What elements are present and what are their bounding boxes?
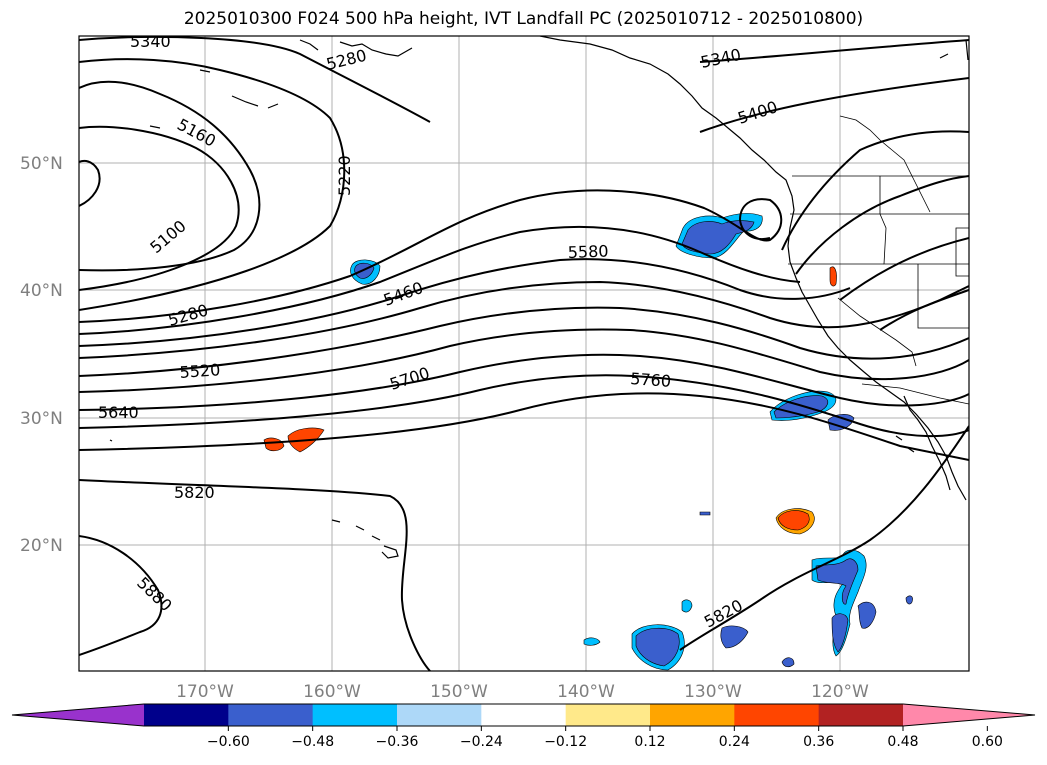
graticule xyxy=(79,36,969,671)
colorbar-swatch xyxy=(565,704,651,726)
lat-label: 50°N xyxy=(20,154,63,174)
lat-label: 20°N xyxy=(20,536,63,556)
contour-label: 5580 xyxy=(567,242,608,262)
contour-label: 5760 xyxy=(630,369,672,391)
colorbar-tick-label: −0.12 xyxy=(544,734,587,750)
lat-label: 40°N xyxy=(20,281,63,301)
colorbar-tick-label: 0.24 xyxy=(719,734,750,750)
colorbar-extension-high xyxy=(903,704,1035,726)
lon-label: 150°W xyxy=(430,682,488,702)
map-frame xyxy=(78,35,970,672)
colorbar-tick-label: −0.48 xyxy=(291,734,334,750)
height-contours xyxy=(79,36,969,671)
colorbar-swatch xyxy=(734,704,820,726)
colorbar-tick-label: −0.60 xyxy=(207,734,250,750)
colorbar-swatch xyxy=(144,704,229,726)
lat-label: 30°N xyxy=(20,409,63,429)
colorbar-tick-label: 0.60 xyxy=(972,734,1003,750)
contour-label: 5820 xyxy=(174,483,215,502)
colorbar-extension-low xyxy=(12,704,144,726)
colorbar-tick-label: −0.36 xyxy=(376,734,419,750)
colorbar-swatch xyxy=(312,704,398,726)
colorbar-swatch xyxy=(818,704,904,726)
lon-label: 120°W xyxy=(811,682,869,702)
contour-label: 5520 xyxy=(179,360,221,382)
lon-label: 160°W xyxy=(303,682,361,702)
colorbar-tick-label: 0.48 xyxy=(887,734,918,750)
contour-label: 5640 xyxy=(98,403,139,422)
colorbar-tick-label: 0.36 xyxy=(803,734,834,750)
lon-label: 130°W xyxy=(684,682,742,702)
colorbar: −0.60 −0.48 −0.36 −0.24 −0.12 0.12 0.24 0.36 0.4… xyxy=(11,703,1036,750)
political-borders xyxy=(788,115,969,405)
colorbar-tick-label: 0.12 xyxy=(634,734,665,750)
colorbar-tick-label: −0.24 xyxy=(460,734,503,750)
colorbar-swatch xyxy=(650,704,735,726)
colorbar-outline xyxy=(11,703,1036,727)
lon-label: 170°W xyxy=(176,682,234,702)
contour-label: 5220 xyxy=(335,155,354,196)
colorbar-swatch xyxy=(228,704,314,726)
lon-label: 140°W xyxy=(557,682,615,702)
latitude-labels: 50°N 40°N 30°N 20°N xyxy=(20,154,63,556)
colorbar-swatch xyxy=(397,704,482,726)
colorbar-swatch xyxy=(481,704,567,726)
longitude-labels: 170°W 160°W 150°W 140°W 130°W 120°W xyxy=(176,682,869,702)
contour-label: 5340 xyxy=(130,32,171,51)
map-title: 2025010300 F024 500 hPa height, IVT Land… xyxy=(183,9,864,29)
